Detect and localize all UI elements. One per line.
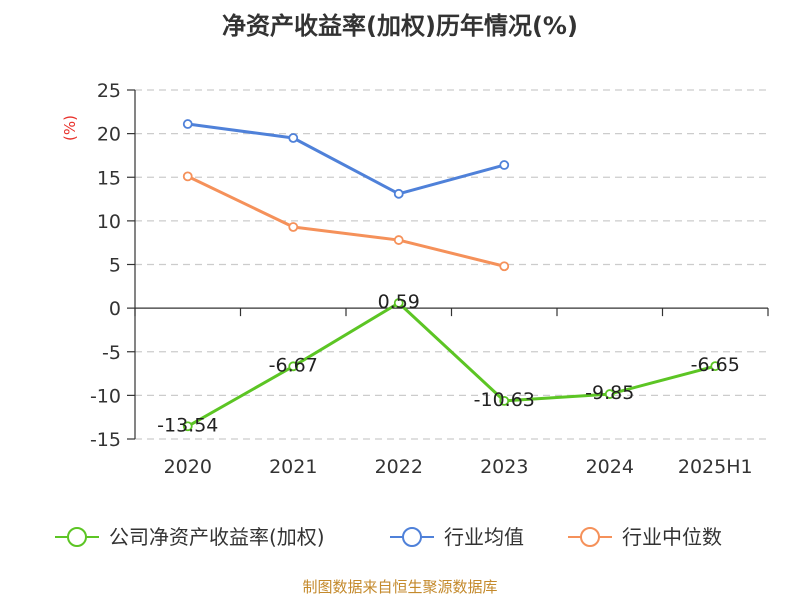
x-tick-label: 2022 xyxy=(375,456,423,478)
data-point xyxy=(182,119,193,129)
data-point xyxy=(604,389,615,399)
y-tick-label: -5 xyxy=(102,342,121,364)
series-line xyxy=(187,175,505,268)
y-tick-label: -15 xyxy=(90,429,121,451)
x-tick-label: 2021 xyxy=(269,456,317,478)
series-0 xyxy=(182,298,721,432)
data-source-note: 制图数据来自恒生聚源数据库 xyxy=(302,578,497,596)
legend-marker xyxy=(402,527,422,547)
series-lines xyxy=(182,119,721,432)
data-point xyxy=(393,298,404,308)
data-label: -6.67 xyxy=(269,354,318,376)
series-2 xyxy=(182,171,510,272)
x-tick-label: 2024 xyxy=(586,456,634,478)
axes: 25 20 15 10 5 0 -5 -10 -15 2020 2021 2022 2023 2024 20… xyxy=(90,80,769,478)
y-tick-label: 15 xyxy=(97,167,121,189)
legend-item: 行业均值 xyxy=(390,525,524,549)
data-point xyxy=(393,235,404,245)
x-tick-label: 2020 xyxy=(164,456,212,478)
y-tick-label: -10 xyxy=(90,385,121,407)
data-point xyxy=(182,171,193,182)
y-tick-label: 20 xyxy=(97,124,121,146)
y-tick-label: 25 xyxy=(97,80,121,102)
x-tick-label: 2025H1 xyxy=(678,456,753,478)
data-label: -13.54 xyxy=(157,414,218,436)
data-point xyxy=(393,188,404,199)
y-axis-unit-label: (%) xyxy=(61,115,79,141)
data-point xyxy=(182,421,193,432)
data-labels: -13.54 -6.67 0.59 -10.63 -9.85 -6.65 xyxy=(157,291,740,436)
series-line xyxy=(187,122,505,196)
legend-marker xyxy=(580,527,600,547)
gridlines xyxy=(135,89,768,440)
data-label: -6.65 xyxy=(691,354,740,376)
legend-item: 公司净资产收益率(加权) xyxy=(55,525,325,549)
data-point xyxy=(288,222,299,232)
series-line xyxy=(187,301,716,428)
legend-marker xyxy=(67,527,87,547)
legend-label: 行业均值 xyxy=(444,525,524,549)
y-tick-label: 0 xyxy=(109,298,121,320)
legend-item: 行业中位数 xyxy=(568,525,722,549)
legend: 公司净资产收益率(加权) 行业均值 行业中位数 xyxy=(55,525,722,549)
data-point xyxy=(499,160,510,170)
series-1 xyxy=(182,119,510,199)
data-point xyxy=(499,261,510,272)
y-tick-label: 5 xyxy=(109,255,121,277)
x-tick-label: 2023 xyxy=(480,456,528,478)
data-point xyxy=(710,361,721,372)
legend-label: 行业中位数 xyxy=(622,525,722,549)
chart-title: 净资产收益率(加权)历年情况(%) xyxy=(222,12,578,40)
data-label: -10.63 xyxy=(474,389,535,411)
data-point xyxy=(499,395,510,406)
data-point xyxy=(288,361,299,372)
data-label: -9.85 xyxy=(585,382,634,404)
y-tick-label: 10 xyxy=(97,211,121,233)
legend-label: 公司净资产收益率(加权) xyxy=(109,525,325,549)
data-point xyxy=(288,133,299,143)
data-label: 0.59 xyxy=(378,291,420,313)
